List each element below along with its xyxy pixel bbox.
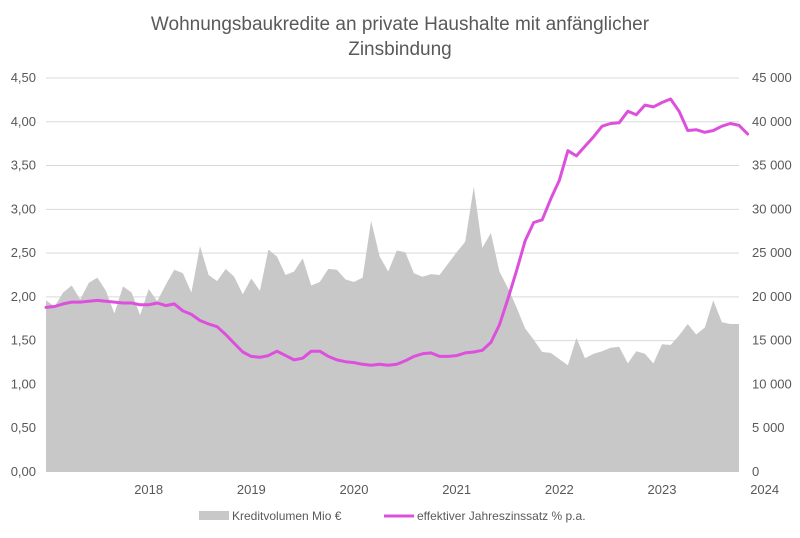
right-tick-label: 25 000 xyxy=(752,245,792,260)
right-tick-label: 45 000 xyxy=(752,70,792,85)
right-tick-label: 20 000 xyxy=(752,289,792,304)
left-tick-label: 3,00 xyxy=(11,201,36,216)
legend-label-kreditvolumen: Kreditvolumen Mio € xyxy=(232,509,342,523)
right-tick-label: 15 000 xyxy=(752,333,792,348)
chart-title-line-1: Wohnungsbaukredite an private Haushalte … xyxy=(151,14,650,35)
left-tick-label: 1,50 xyxy=(11,333,36,348)
left-tick-label: 0,00 xyxy=(11,464,36,479)
kreditvolumen-area-layer xyxy=(46,186,739,472)
jahreszinssatz-line-layer xyxy=(44,97,750,367)
right-tick-label: 0 xyxy=(752,464,759,479)
x-tick-label: 2023 xyxy=(648,482,677,497)
left-axis-ticks: 0,00 0,50 1,00 1,50 2,00 2,50 3,00 3,50 4,00 4,50 xyxy=(11,70,36,479)
left-tick-label: 2,50 xyxy=(11,245,36,260)
x-tick-label: 2024 xyxy=(750,482,779,497)
series-jahreszinssatz-line xyxy=(44,97,750,367)
right-tick-label: 5 000 xyxy=(752,420,785,435)
right-tick-label: 35 000 xyxy=(752,158,792,173)
left-tick-label: 1,00 xyxy=(11,376,36,391)
legend: Kreditvolumen Mio € effektiver Jahreszin… xyxy=(199,509,586,523)
x-tick-label: 2022 xyxy=(545,482,574,497)
x-tick-label: 2018 xyxy=(134,482,163,497)
legend-swatch-kreditvolumen xyxy=(199,511,229,520)
left-tick-label: 4,50 xyxy=(11,70,36,85)
legend-label-jahreszinssatz: effektiver Jahreszinssatz % p.a. xyxy=(417,509,586,523)
left-tick-label: 4,00 xyxy=(11,114,36,129)
x-tick-label: 2020 xyxy=(340,482,369,497)
right-tick-label: 40 000 xyxy=(752,114,792,129)
x-tick-label: 2019 xyxy=(237,482,266,497)
left-tick-label: 0,50 xyxy=(11,420,36,435)
chart-title-line-2: Zinsbindung xyxy=(348,39,452,60)
x-tick-label: 2021 xyxy=(442,482,471,497)
right-axis-ticks: 0 5 000 10 000 15 000 20 000 25 000 30 000 35 0… xyxy=(752,70,792,479)
left-tick-label: 3,50 xyxy=(11,158,36,173)
series-kreditvolumen-area xyxy=(46,186,739,472)
left-tick-label: 2,00 xyxy=(11,289,36,304)
right-tick-label: 30 000 xyxy=(752,201,792,216)
right-tick-label: 10 000 xyxy=(752,376,792,391)
x-axis-ticks: 2018 2019 2020 2021 2022 2023 2024 xyxy=(134,482,779,497)
